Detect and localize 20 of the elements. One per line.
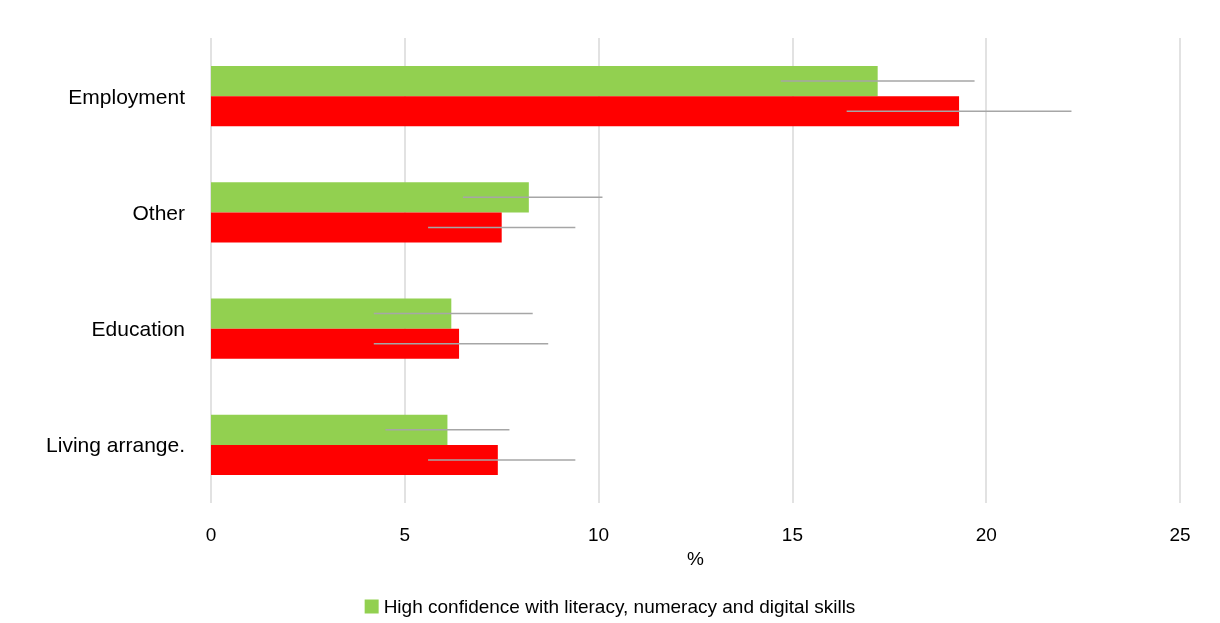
x-tick-label: 25 bbox=[1169, 524, 1191, 545]
x-tick-label: 5 bbox=[399, 524, 411, 545]
bar bbox=[211, 298, 452, 329]
y-tick-label: Education bbox=[91, 317, 185, 341]
y-tick-label: Employment bbox=[68, 84, 186, 108]
bar bbox=[211, 96, 960, 127]
bar bbox=[211, 444, 498, 476]
bar bbox=[211, 212, 502, 243]
x-tick-label: 20 bbox=[975, 524, 997, 545]
bar bbox=[211, 414, 448, 445]
bar bbox=[211, 65, 878, 97]
x-tick-label: 10 bbox=[588, 524, 610, 545]
y-tick-label: Other bbox=[132, 200, 185, 224]
bar bbox=[211, 328, 460, 359]
y-tick-label: Living arrange. bbox=[46, 433, 185, 457]
x-tick-label: 0 bbox=[205, 524, 217, 545]
bar bbox=[211, 182, 529, 213]
legend-label: High confidence with literacy, numeracy and digital skills bbox=[383, 596, 856, 617]
x-tick-label: 15 bbox=[781, 524, 803, 545]
x-axis-title: % bbox=[687, 547, 705, 569]
